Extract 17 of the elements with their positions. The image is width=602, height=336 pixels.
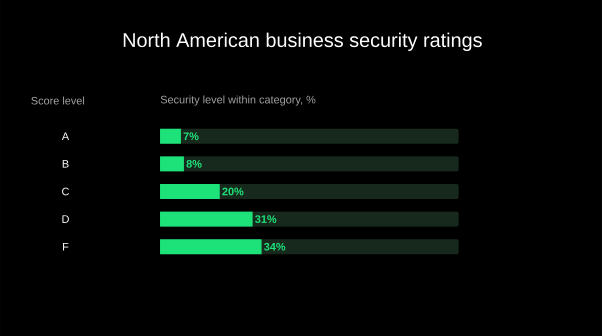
bar [160, 128, 181, 144]
chart-title: North American business security ratings [124, 32, 482, 51]
text: Score level [31, 96, 84, 104]
y-tick-label: F [63, 242, 68, 250]
bar [160, 211, 253, 226]
y-tick-label: A [62, 132, 70, 140]
bar [160, 156, 184, 172]
y-tick-label: D [62, 215, 69, 223]
data-label: 20% [222, 187, 244, 196]
text: Security level within category, % [160, 95, 316, 106]
y-tick-label: B [62, 160, 69, 168]
data-label: 34% [264, 242, 286, 250]
data-label: 8% [186, 160, 202, 168]
data-label: 7% [184, 132, 199, 140]
y-tick-label: C [62, 187, 70, 196]
bar [160, 184, 220, 199]
data-label: 31% [255, 215, 276, 223]
